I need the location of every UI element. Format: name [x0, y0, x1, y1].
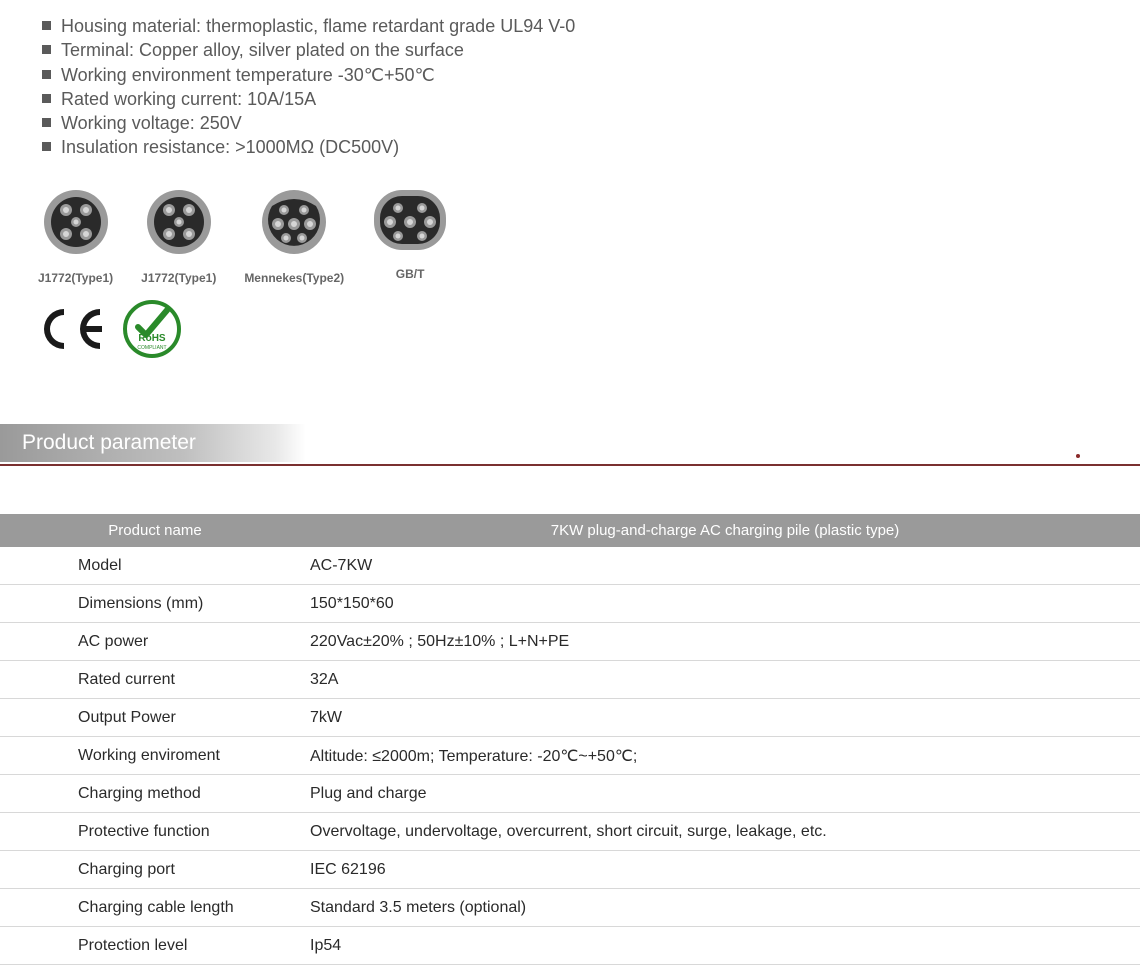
param-label: Output Power	[0, 699, 310, 737]
section-title: Product parameter	[0, 424, 306, 462]
section-underline	[0, 464, 1140, 466]
section-header: Product parameter	[0, 424, 1140, 466]
param-value: Ip54	[310, 927, 1140, 965]
spec-item: Rated working current: 10A/15A	[42, 87, 1140, 111]
bullet-icon	[42, 142, 51, 151]
bullet-icon	[42, 94, 51, 103]
table-row: Output Power7kW	[0, 699, 1140, 737]
spec-text: Working environment temperature -30℃+50℃	[61, 63, 435, 87]
svg-text:RoHS: RoHS	[138, 333, 166, 344]
connector-row: J1772(Type1) J1772(Type1)	[0, 188, 1140, 285]
certifications: RoHS COMPLIANT	[0, 299, 1140, 364]
table-row: Rated current32A	[0, 661, 1140, 699]
table-row: AC power220Vac±20% ; 50Hz±10% ; L+N+PE	[0, 623, 1140, 661]
param-label: Charging method	[0, 775, 310, 813]
connector-mennekes: Mennekes(Type2)	[244, 188, 344, 285]
connector-label: J1772(Type1)	[141, 271, 216, 285]
table-header-name: Product name	[0, 514, 310, 547]
table-row: Working enviromentAltitude: ≤2000m; Temp…	[0, 737, 1140, 775]
bullet-icon	[42, 118, 51, 127]
bullet-icon	[42, 70, 51, 79]
param-value: 220Vac±20% ; 50Hz±10% ; L+N+PE	[310, 623, 1140, 661]
param-label: Working enviroment	[0, 737, 310, 775]
connector-label: GB/T	[396, 267, 425, 281]
param-value: 32A	[310, 661, 1140, 699]
param-value: IEC 62196	[310, 851, 1140, 889]
ce-mark-icon	[42, 305, 116, 358]
table-row: Charging cable lengthStandard 3.5 meters…	[0, 889, 1140, 927]
param-value: 150*150*60	[310, 585, 1140, 623]
param-label: AC power	[0, 623, 310, 661]
param-label: Model	[0, 547, 310, 585]
spec-item: Working environment temperature -30℃+50℃	[42, 63, 1140, 87]
connector-gbt: GB/T	[372, 188, 448, 285]
svg-text:COMPLIANT: COMPLIANT	[137, 345, 166, 351]
spec-list: Housing material: thermoplastic, flame r…	[0, 14, 1140, 160]
table-row: ModelAC-7KW	[0, 547, 1140, 585]
param-value: 7kW	[310, 699, 1140, 737]
spec-text: Insulation resistance: >1000MΩ (DC500V)	[61, 135, 399, 159]
j1772-connector-icon	[42, 188, 110, 261]
table-row: Dimensions (mm)150*150*60	[0, 585, 1140, 623]
j1772-connector-icon	[145, 188, 213, 261]
spec-item: Insulation resistance: >1000MΩ (DC500V)	[42, 135, 1140, 159]
param-value: Altitude: ≤2000m; Temperature: -20℃~+50℃…	[310, 737, 1140, 775]
connector-label: J1772(Type1)	[38, 271, 113, 285]
gbt-connector-icon	[372, 188, 448, 257]
param-label: Protection level	[0, 927, 310, 965]
table-row: Protective functionOvervoltage, undervol…	[0, 813, 1140, 851]
param-label: Charging port	[0, 851, 310, 889]
param-label: Rated current	[0, 661, 310, 699]
param-value: Plug and charge	[310, 775, 1140, 813]
table-header-value: 7KW plug-and-charge AC charging pile (pl…	[310, 514, 1140, 547]
param-label: Dimensions (mm)	[0, 585, 310, 623]
spec-text: Housing material: thermoplastic, flame r…	[61, 14, 575, 38]
bullet-icon	[42, 45, 51, 54]
connector-j1772: J1772(Type1)	[141, 188, 216, 285]
param-label: Charging cable length	[0, 889, 310, 927]
spec-text: Working voltage: 250V	[61, 111, 242, 135]
connector-label: Mennekes(Type2)	[244, 271, 344, 285]
param-value: AC-7KW	[310, 547, 1140, 585]
rohs-badge-icon: RoHS COMPLIANT	[122, 299, 182, 364]
spec-item: Terminal: Copper alloy, silver plated on…	[42, 38, 1140, 62]
table-row: Charging methodPlug and charge	[0, 775, 1140, 813]
spec-item: Housing material: thermoplastic, flame r…	[42, 14, 1140, 38]
param-value: Overvoltage, undervoltage, overcurrent, …	[310, 813, 1140, 851]
table-row: Protection levelIp54	[0, 927, 1140, 965]
spec-text: Rated working current: 10A/15A	[61, 87, 316, 111]
accent-dot-icon	[1076, 454, 1080, 458]
connector-j1772: J1772(Type1)	[38, 188, 113, 285]
param-value: Standard 3.5 meters (optional)	[310, 889, 1140, 927]
param-label: Protective function	[0, 813, 310, 851]
spec-item: Working voltage: 250V	[42, 111, 1140, 135]
table-row: Charging portIEC 62196	[0, 851, 1140, 889]
spec-text: Terminal: Copper alloy, silver plated on…	[61, 38, 464, 62]
mennekes-connector-icon	[260, 188, 328, 261]
bullet-icon	[42, 21, 51, 30]
parameter-table: Product name 7KW plug-and-charge AC char…	[0, 514, 1140, 965]
